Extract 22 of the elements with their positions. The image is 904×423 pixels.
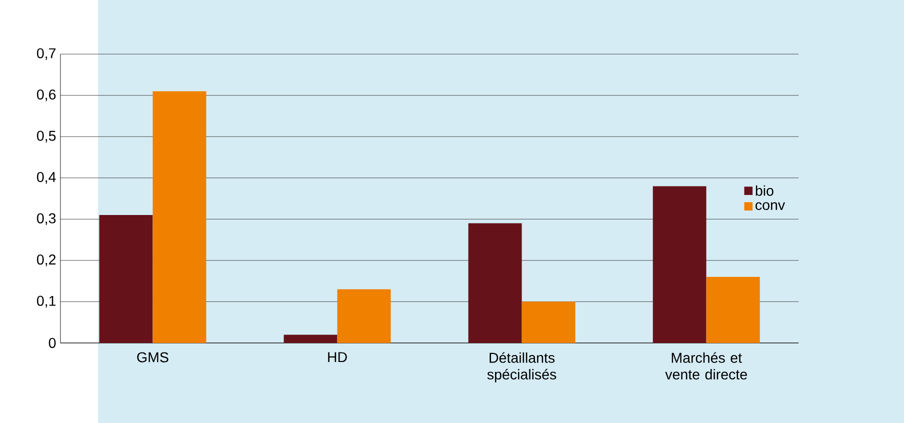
- bar: [284, 334, 338, 343]
- x-tick-label: GMS: [137, 352, 168, 362]
- bar: [706, 276, 760, 343]
- legend-label: bio: [756, 185, 774, 196]
- y-tick-label: 0,1: [36, 296, 56, 308]
- bar: [652, 186, 706, 343]
- x-tick-label: Marchés et vente directe: [665, 352, 747, 380]
- y-tick-label: 0,4: [36, 172, 56, 184]
- x-tick-label: HD: [328, 352, 347, 362]
- y-tick-label: 0,6: [36, 89, 56, 102]
- x-tick-label: Détaillants spécialisés: [487, 352, 556, 382]
- bar: [99, 214, 153, 343]
- y-tick-label: 0,3: [36, 213, 56, 225]
- bar: [337, 289, 391, 343]
- bar: [152, 91, 206, 343]
- y-tick-label: 0,2: [36, 254, 56, 266]
- bar: [522, 302, 576, 343]
- y-tick-label: 0,7: [36, 48, 56, 60]
- legend-label: conv: [756, 202, 786, 210]
- bar: [468, 223, 522, 343]
- y-tick-label: 0,5: [36, 130, 56, 142]
- y-tick-label: 0: [48, 338, 56, 348]
